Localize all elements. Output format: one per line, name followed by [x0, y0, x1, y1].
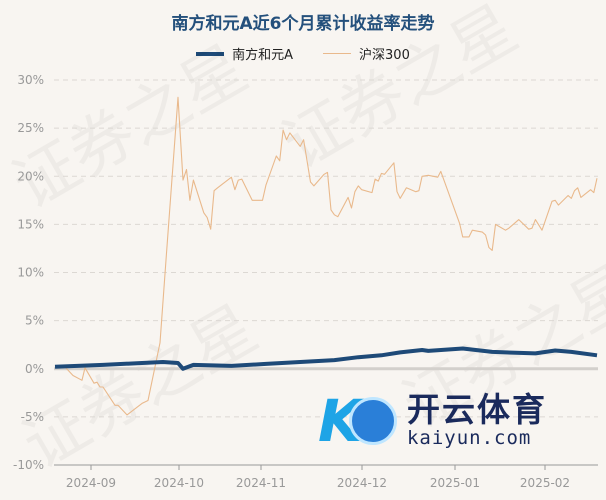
legend-item-hs300[interactable]: 沪深300: [323, 44, 410, 63]
legend-label-hs300: 沪深300: [359, 48, 410, 63]
logo-en: kaiyun.com: [406, 427, 532, 450]
x-tick-label: 2024-10: [154, 476, 204, 490]
x-tick-label: 2025-02: [520, 476, 570, 490]
hs300-line: [54, 96, 598, 416]
y-tick-label: -5%: [21, 410, 44, 424]
y-tick-label: 5%: [25, 314, 44, 328]
x-tick-label: 2024-11: [236, 476, 286, 490]
y-tick-label: 0%: [25, 362, 44, 376]
legend-label-fund: 南方和元A: [232, 48, 294, 63]
x-tick-label: 2024-12: [337, 476, 387, 490]
x-tick-label: 2024-09: [66, 476, 116, 490]
y-tick-label: 10%: [17, 266, 44, 280]
y-tick-label: 30%: [17, 73, 44, 87]
x-tick-label: 2025-01: [430, 476, 480, 490]
chart-title: 南方和元A近6个月累计收益率走势: [171, 14, 435, 34]
y-tick-label: -10%: [13, 458, 44, 472]
watermark-text: 证券之星: [11, 292, 270, 484]
fund-line: [54, 346, 598, 371]
legend-swatch-fund: [196, 51, 225, 56]
watermark-text: 证券之星: [271, 0, 530, 184]
y-tick-label: 25%: [17, 121, 44, 135]
soccer-ball-icon: [348, 397, 397, 445]
legend-item-fund[interactable]: 南方和元A: [196, 44, 293, 63]
y-tick-label: 20%: [17, 169, 44, 183]
kaiyun-logo: K 开云体育 kaiyun.com: [318, 392, 547, 450]
y-tick-label: 15%: [17, 217, 44, 231]
legend: 南方和元A 沪深300: [0, 44, 606, 63]
logo-cn: 开云体育: [406, 389, 547, 429]
legend-swatch-hs300: [323, 53, 352, 54]
